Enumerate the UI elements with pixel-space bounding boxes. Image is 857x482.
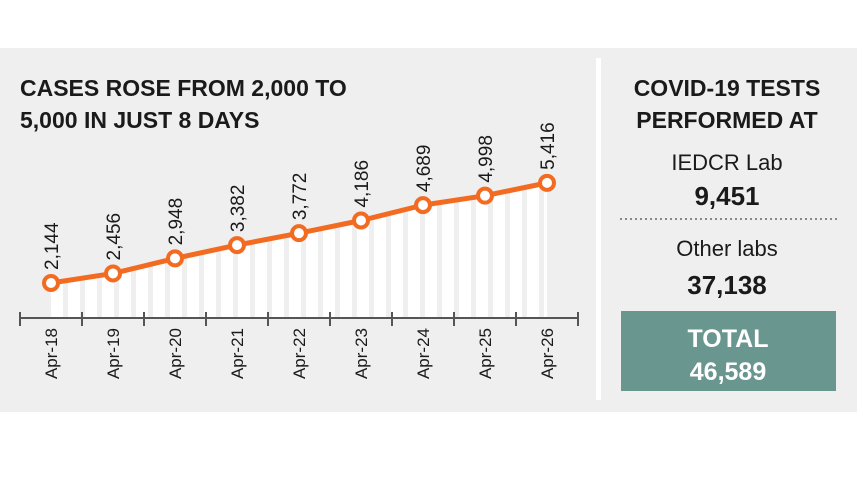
x-tick-label: Apr-24	[414, 328, 433, 379]
point	[228, 236, 246, 255]
x-tick-label: Apr-22	[290, 328, 309, 379]
total-label: TOTAL	[687, 325, 768, 353]
value-label: 2,948	[166, 198, 187, 246]
point	[290, 224, 308, 243]
value-label: 3,382	[228, 185, 249, 233]
point	[476, 186, 494, 205]
x-tick-label: Apr-20	[166, 328, 185, 379]
lab-label: IEDCR Lab	[671, 150, 782, 175]
point	[42, 273, 60, 292]
total-box	[621, 311, 836, 391]
lab-value: 37,138	[687, 270, 767, 300]
chart-title-line: CASES ROSE FROM 2,000 TO	[20, 75, 347, 101]
x-tick-label: Apr-26	[538, 328, 557, 379]
value-label: 4,186	[352, 160, 373, 208]
lab-label: Other labs	[676, 236, 778, 261]
point	[104, 264, 122, 283]
point	[414, 196, 432, 215]
chart-title-line: 5,000 IN JUST 8 DAYS	[20, 107, 260, 133]
panel-title-line: PERFORMED AT	[636, 107, 817, 133]
total-value: 46,589	[690, 358, 766, 386]
value-label: 2,456	[104, 213, 125, 261]
area	[51, 182, 547, 318]
x-tick-label: Apr-23	[352, 328, 371, 379]
x-tick-label: Apr-19	[104, 328, 123, 379]
value-label: 4,998	[476, 135, 497, 183]
x-tick-label: Apr-18	[42, 328, 61, 379]
point	[352, 211, 370, 230]
point	[166, 249, 184, 268]
value-label: 5,416	[538, 122, 559, 170]
value-label: 2,144	[42, 222, 63, 270]
value-label: 3,772	[290, 173, 311, 221]
point	[538, 173, 556, 192]
value-label: 4,689	[414, 145, 435, 193]
divider	[596, 58, 601, 400]
x-tick-label: Apr-25	[476, 328, 495, 379]
x-tick-label: Apr-21	[228, 328, 247, 379]
panel-title-line: COVID-19 TESTS	[634, 75, 821, 101]
lab-value: 9,451	[694, 181, 759, 211]
